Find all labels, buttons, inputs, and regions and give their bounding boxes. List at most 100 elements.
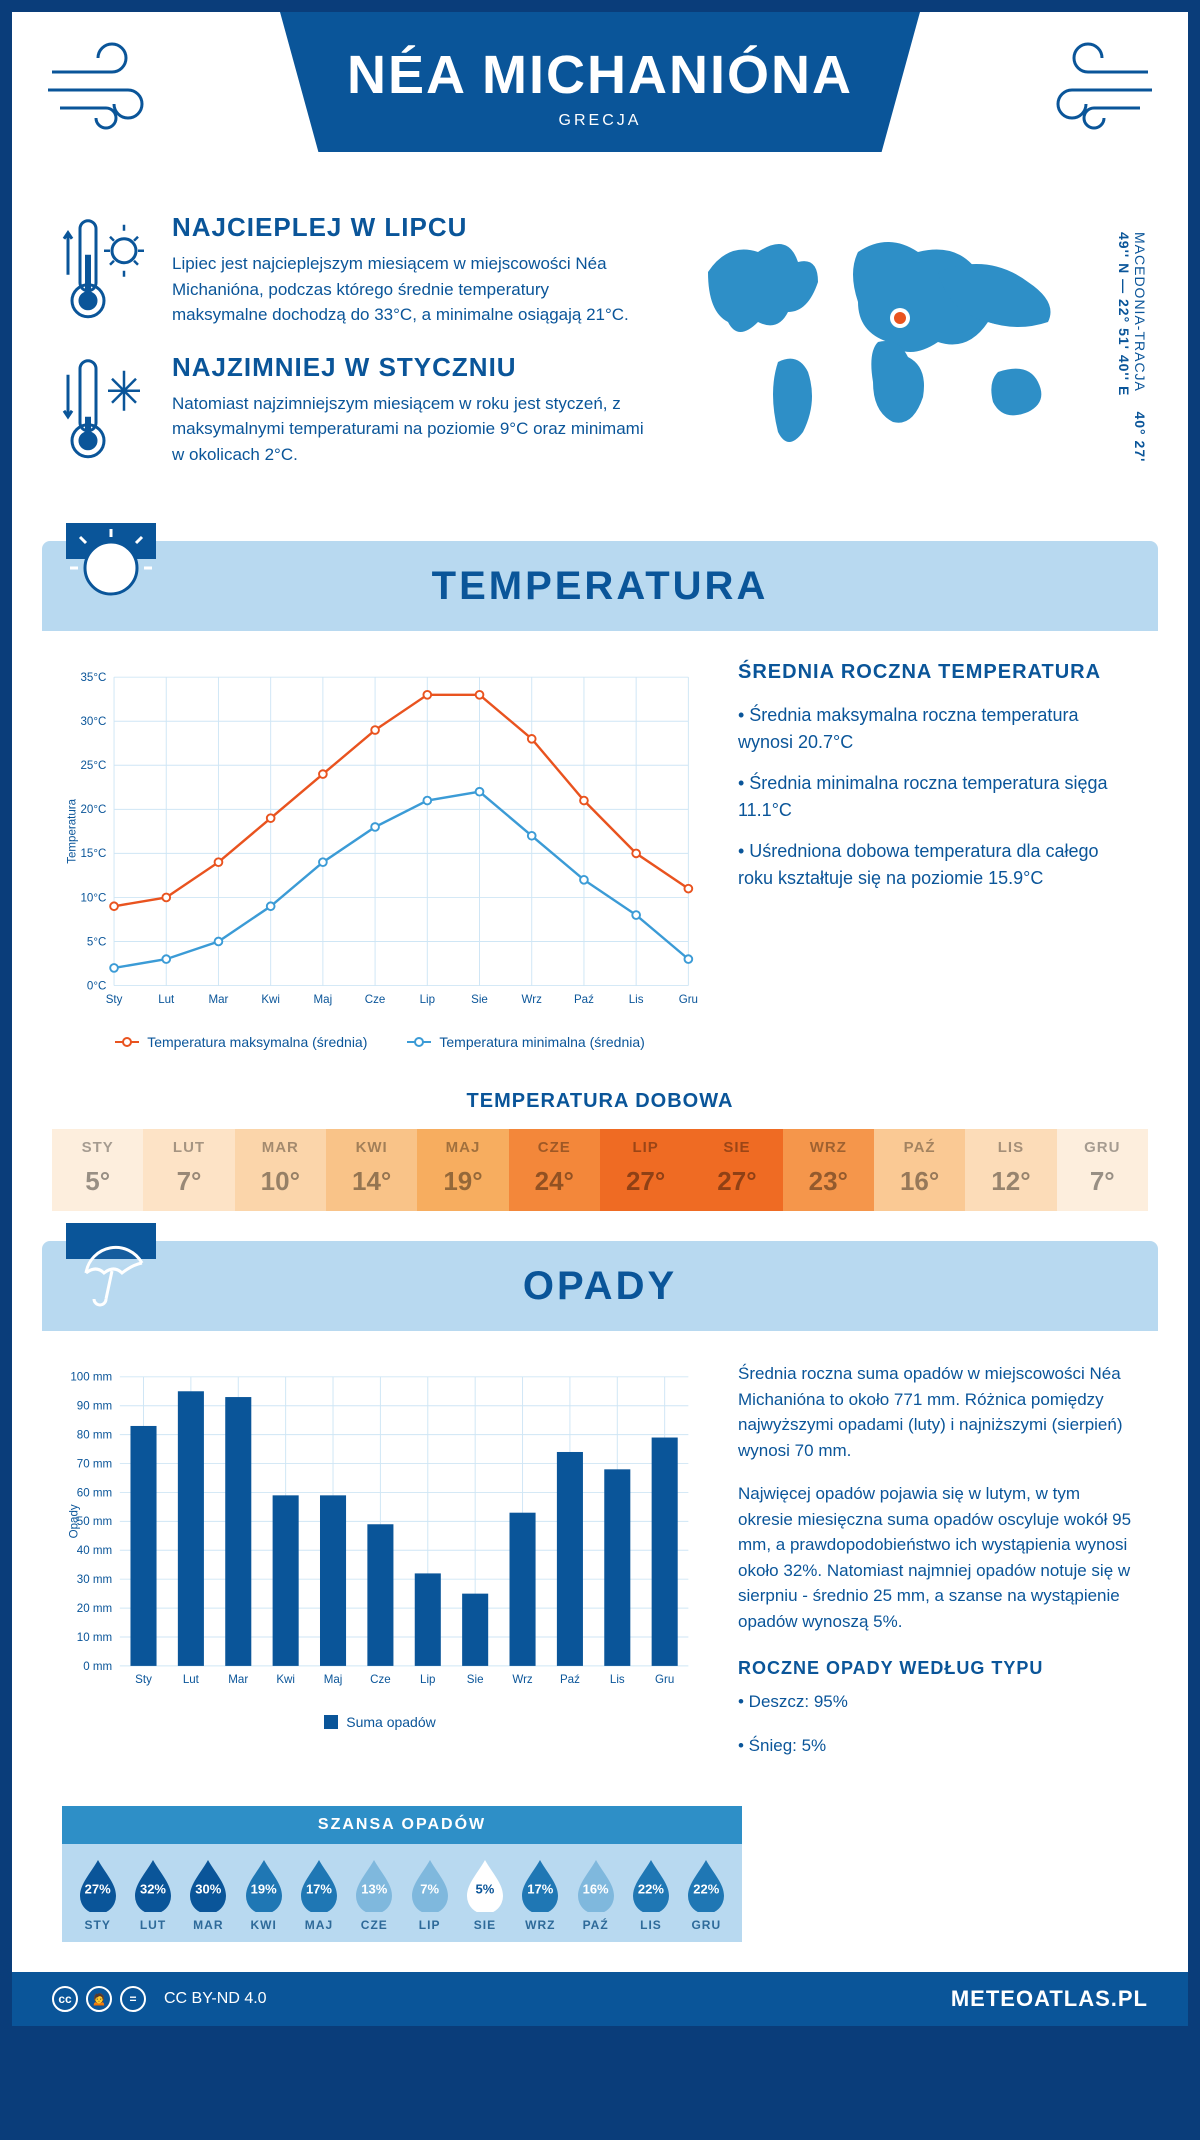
precip-type-item: • Śnieg: 5%: [738, 1733, 1138, 1759]
title-banner: NÉA MICHANIÓNA GRECJA: [280, 12, 920, 152]
temperature-chart: 0°C5°C10°C15°C20°C25°C30°C35°CStyLutMarK…: [62, 661, 698, 1050]
svg-text:Mar: Mar: [228, 1674, 248, 1686]
daily-temp-cell: SIE27°: [691, 1129, 782, 1211]
coordinates: MACEDONIA-TRACJA 40° 27' 49'' N — 22° 51…: [1116, 232, 1148, 472]
cold-title: NAJZIMNIEJ W STYCZNIU: [172, 352, 648, 383]
svg-text:Lip: Lip: [420, 994, 435, 1006]
sun-icon: [66, 523, 156, 613]
svg-text:Paź: Paź: [574, 994, 594, 1006]
svg-text:Temperatura: Temperatura: [66, 798, 78, 863]
temperature-heading: TEMPERATURA: [42, 541, 1158, 631]
umbrella-icon: [66, 1223, 156, 1313]
chance-drop: 5% SIE: [457, 1858, 512, 1932]
section-title: TEMPERATURA: [432, 564, 769, 609]
chance-drop: 32% LUT: [125, 1858, 180, 1932]
daily-temp-cell: LIP27°: [600, 1129, 691, 1211]
svg-text:Kwi: Kwi: [261, 994, 280, 1006]
chance-drop: 22% LIS: [623, 1858, 678, 1932]
precip-type-item: • Deszcz: 95%: [738, 1689, 1138, 1715]
svg-text:Gru: Gru: [679, 994, 698, 1006]
cold-text: Natomiast najzimniejszym miesiącem w rok…: [172, 391, 648, 468]
chance-drop: 27% STY: [70, 1858, 125, 1932]
svg-text:90 mm: 90 mm: [77, 1401, 112, 1413]
svg-text:5°C: 5°C: [87, 936, 106, 948]
hot-text: Lipiec jest najcieplejszym miesiącem w m…: [172, 251, 648, 328]
svg-text:20°C: 20°C: [81, 804, 107, 816]
nd-icon: =: [120, 1986, 146, 2012]
chance-drop: 19% KWI: [236, 1858, 291, 1932]
svg-text:Lis: Lis: [610, 1674, 625, 1686]
precip-chance-title: SZANSA OPADÓW: [62, 1806, 742, 1844]
svg-text:0 mm: 0 mm: [83, 1661, 112, 1673]
section-title: OPADY: [523, 1264, 677, 1309]
daily-temp-cell: KWI14°: [326, 1129, 417, 1211]
svg-text:Sty: Sty: [135, 1674, 152, 1686]
chance-drop: 17% MAJ: [291, 1858, 346, 1932]
chance-drop: 22% GRU: [679, 1858, 734, 1932]
svg-text:Lut: Lut: [183, 1674, 200, 1686]
svg-text:Wrz: Wrz: [522, 994, 543, 1006]
hot-block: NAJCIEPLEJ W LIPCU Lipiec jest najcieple…: [62, 212, 648, 328]
svg-text:Maj: Maj: [324, 1674, 343, 1686]
daily-temp-cell: CZE24°: [509, 1129, 600, 1211]
page-subtitle: GRECJA: [559, 112, 642, 130]
page-title: NÉA MICHANIÓNA: [347, 44, 853, 106]
daily-temp-cell: WRZ23°: [783, 1129, 874, 1211]
precipitation-chart: 0 mm10 mm20 mm30 mm40 mm50 mm60 mm70 mm8…: [62, 1361, 698, 1776]
annual-title: ŚREDNIA ROCZNA TEMPERATURA: [738, 661, 1138, 684]
svg-text:25°C: 25°C: [81, 760, 107, 772]
svg-text:35°C: 35°C: [81, 672, 107, 684]
precip-paragraph: Średnia roczna suma opadów w miejscowośc…: [738, 1361, 1138, 1463]
precip-chance-panel: SZANSA OPADÓW 27% STY 32% LUT 30% MAR 19…: [62, 1806, 742, 1942]
svg-text:Sty: Sty: [106, 994, 123, 1006]
chance-drop: 30% MAR: [181, 1858, 236, 1932]
daily-temp-cell: MAR10°: [235, 1129, 326, 1211]
legend-min: Temperatura minimalna (średnia): [407, 1034, 644, 1050]
svg-text:30°C: 30°C: [81, 716, 107, 728]
precipitation-heading: OPADY: [42, 1241, 1158, 1331]
annual-bullet: • Uśredniona dobowa temperatura dla całe…: [738, 838, 1138, 892]
svg-text:0°C: 0°C: [87, 980, 106, 992]
daily-temp-row: STY5°LUT7°MAR10°KWI14°MAJ19°CZE24°LIP27°…: [52, 1129, 1148, 1211]
chance-drop: 7% LIP: [402, 1858, 457, 1932]
daily-temp-cell: LUT7°: [143, 1129, 234, 1211]
svg-text:Lut: Lut: [158, 994, 175, 1006]
chance-drop: 13% CZE: [347, 1858, 402, 1932]
legend-max: Temperatura maksymalna (średnia): [115, 1034, 367, 1050]
footer: cc 🙍 = CC BY-ND 4.0 METEOATLAS.PL: [12, 1972, 1188, 2026]
by-icon: 🙍: [86, 1986, 112, 2012]
chance-drop: 16% PAŹ: [568, 1858, 623, 1932]
site-name: METEOATLAS.PL: [951, 1986, 1148, 2012]
hot-title: NAJCIEPLEJ W LIPCU: [172, 212, 648, 243]
svg-text:30 mm: 30 mm: [77, 1574, 112, 1586]
annual-bullet: • Średnia maksymalna roczna temperatura …: [738, 702, 1138, 756]
svg-text:70 mm: 70 mm: [77, 1458, 112, 1470]
precip-paragraph: Najwięcej opadów pojawia się w lutym, w …: [738, 1481, 1138, 1634]
svg-text:Paź: Paź: [560, 1674, 580, 1686]
svg-text:Wrz: Wrz: [512, 1674, 533, 1686]
svg-text:Mar: Mar: [209, 994, 229, 1006]
svg-text:Opady: Opady: [68, 1504, 80, 1538]
daily-temp-cell: STY5°: [52, 1129, 143, 1211]
svg-text:10°C: 10°C: [81, 892, 107, 904]
daily-temp-cell: GRU7°: [1057, 1129, 1148, 1211]
chance-drop: 17% WRZ: [513, 1858, 568, 1932]
daily-temp-title: TEMPERATURA DOBOWA: [12, 1090, 1188, 1113]
svg-text:100 mm: 100 mm: [70, 1372, 112, 1384]
license-text: CC BY-ND 4.0: [164, 1990, 267, 2008]
wind-icon: [42, 42, 182, 132]
cold-block: NAJZIMNIEJ W STYCZNIU Natomiast najzimni…: [62, 352, 648, 468]
intro-section: NAJCIEPLEJ W LIPCU Lipiec jest najcieple…: [12, 192, 1188, 521]
header: NÉA MICHANIÓNA GRECJA: [12, 12, 1188, 192]
daily-temp-cell: PAŹ16°: [874, 1129, 965, 1211]
svg-text:Cze: Cze: [365, 994, 386, 1006]
world-map-icon: [678, 212, 1098, 472]
svg-text:Lis: Lis: [629, 994, 644, 1006]
svg-text:Gru: Gru: [655, 1674, 674, 1686]
thermometer-hot-icon: [62, 212, 152, 328]
precip-types-title: ROCZNE OPADY WEDŁUG TYPU: [738, 1658, 1138, 1679]
wind-icon: [1018, 42, 1158, 132]
thermometer-cold-icon: [62, 352, 152, 468]
svg-text:Sie: Sie: [467, 1674, 484, 1686]
svg-text:60 mm: 60 mm: [77, 1487, 112, 1499]
